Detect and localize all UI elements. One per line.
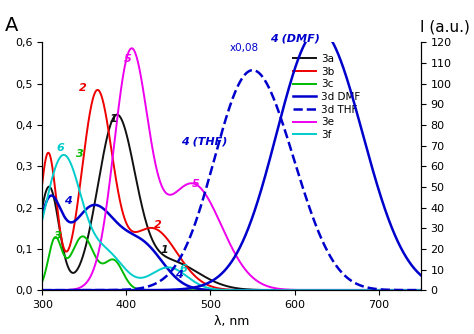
Text: 4 (DMF): 4 (DMF)	[270, 33, 319, 43]
Text: 5: 5	[124, 54, 132, 64]
Legend: 3a, 3b, 3c, 3d DMF, 3d THF, 3e, 3f: 3a, 3b, 3c, 3d DMF, 3d THF, 3e, 3f	[289, 50, 365, 144]
Text: 4 (THF): 4 (THF)	[181, 137, 227, 146]
Text: 6: 6	[180, 264, 187, 274]
Text: 4: 4	[64, 196, 72, 206]
Text: 3: 3	[54, 231, 61, 241]
X-axis label: λ, nm: λ, nm	[214, 315, 249, 328]
Text: 3: 3	[76, 149, 84, 159]
Text: A: A	[4, 16, 18, 35]
Text: 1: 1	[110, 114, 118, 124]
Text: 2: 2	[154, 220, 161, 230]
Text: 2: 2	[79, 83, 87, 93]
Text: x0,08: x0,08	[229, 43, 259, 53]
Text: 1: 1	[160, 245, 168, 255]
Text: 4: 4	[174, 270, 182, 280]
Text: 5: 5	[192, 179, 200, 189]
Text: I (a.u.): I (a.u.)	[420, 20, 470, 35]
Text: 6: 6	[57, 143, 64, 153]
